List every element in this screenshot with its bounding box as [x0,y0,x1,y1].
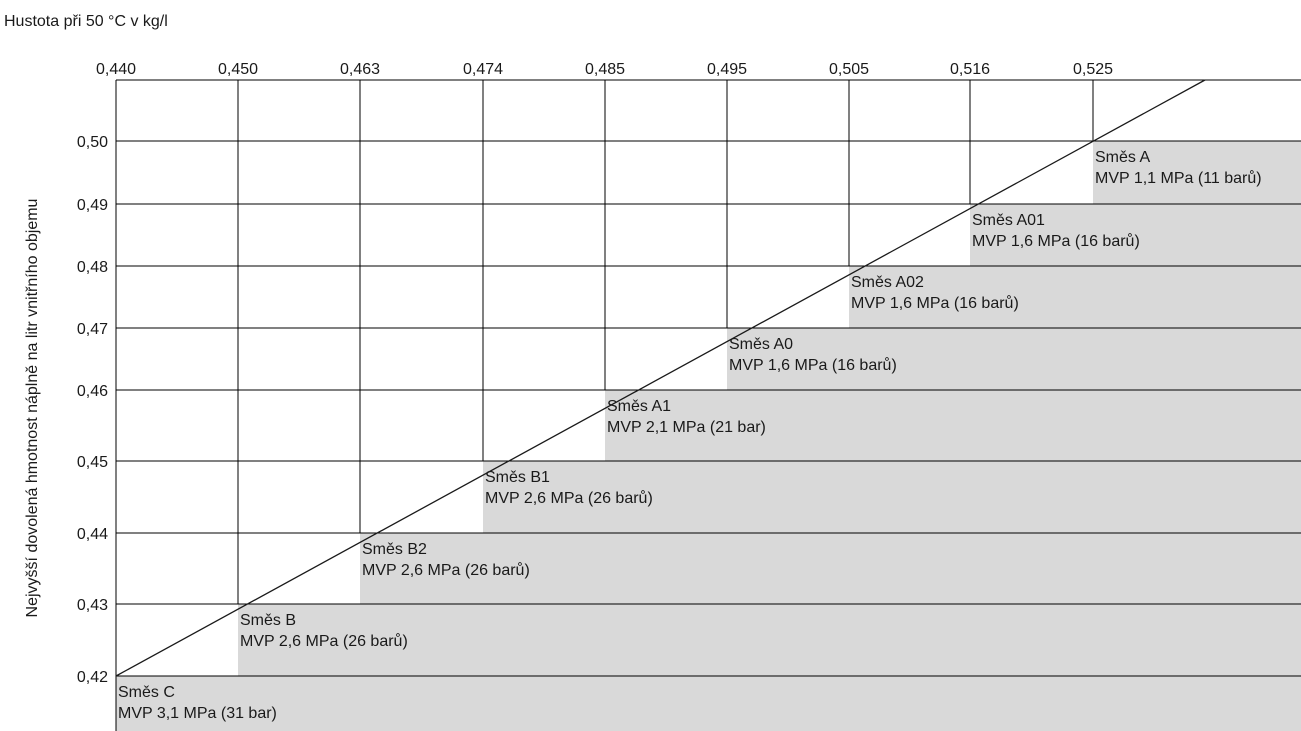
x-tick-labels: 0,440 0,450 0,463 0,474 0,485 0,495 0,505 0,516… [96,61,1113,78]
y-tick-label: 0,43 [77,597,108,614]
y-tick-label: 0,45 [77,454,108,471]
region-pressure-label: MVP 1,6 MPa (16 barů) [729,356,897,374]
y-tick-label: 0,47 [77,321,108,338]
limit-line [115,79,1206,677]
region-pressure-label: MVP 2,1 MPa (21 bar) [607,419,766,436]
x-tick-label: 0,495 [707,61,747,78]
x-axis-title: Hustota při 50 °C v kg/l [4,13,168,30]
y-tick-label: 0,48 [77,259,108,276]
x-tick-label: 0,525 [1073,61,1113,78]
y-tick-label: 0,42 [77,669,108,686]
x-tick-label: 0,463 [340,61,380,78]
region-name-label: Směs A [1095,149,1150,166]
region-name-label: Směs B2 [362,541,427,558]
region-pressure-label: MVP 2,6 MPa (26 barů) [362,561,530,579]
region-pressure-label: MVP 3,1 MPa (31 bar) [118,705,277,722]
region-name-label: Směs C [118,684,175,701]
region-name-label: Směs B [240,612,296,629]
region-pressure-label: MVP 2,6 MPa (26 barů) [485,489,653,507]
region-name-label: Směs A0 [729,336,793,353]
region-smes-c [116,676,1301,731]
grid-layer [115,79,1301,731]
x-tick-label: 0,516 [950,61,990,78]
x-tick-label: 0,440 [96,61,136,78]
region-pressure-label: MVP 1,1 MPa (11 barů) [1095,169,1262,187]
region-name-label: Směs A02 [851,274,924,291]
x-tick-label: 0,505 [829,61,869,78]
y-tick-labels: 0,50 0,49 0,48 0,47 0,46 0,45 0,44 0,43 0,42 [77,134,108,686]
y-tick-label: 0,50 [77,134,108,151]
x-tick-label: 0,485 [585,61,625,78]
region-name-label: Směs B1 [485,469,550,486]
region-pressure-label: MVP 1,6 MPa (16 barů) [972,232,1140,250]
region-name-label: Směs A01 [972,212,1045,229]
regions-layer [116,141,1301,731]
y-tick-label: 0,46 [77,383,108,400]
x-tick-label: 0,450 [218,61,258,78]
region-pressure-label: MVP 2,6 MPa (26 barů) [240,632,408,650]
y-tick-label: 0,44 [77,526,108,543]
region-labels: Směs A MVP 1,1 MPa (11 barů) Směs A01 MVP 1… [118,149,1262,722]
y-tick-label: 0,49 [77,197,108,214]
region-pressure-label: MVP 1,6 MPa (16 barů) [851,294,1019,312]
y-axis-title: Nejvyšší dovolená hmotnost náplně na lit… [24,199,41,618]
x-tick-label: 0,474 [463,61,503,78]
region-name-label: Směs A1 [607,398,671,415]
